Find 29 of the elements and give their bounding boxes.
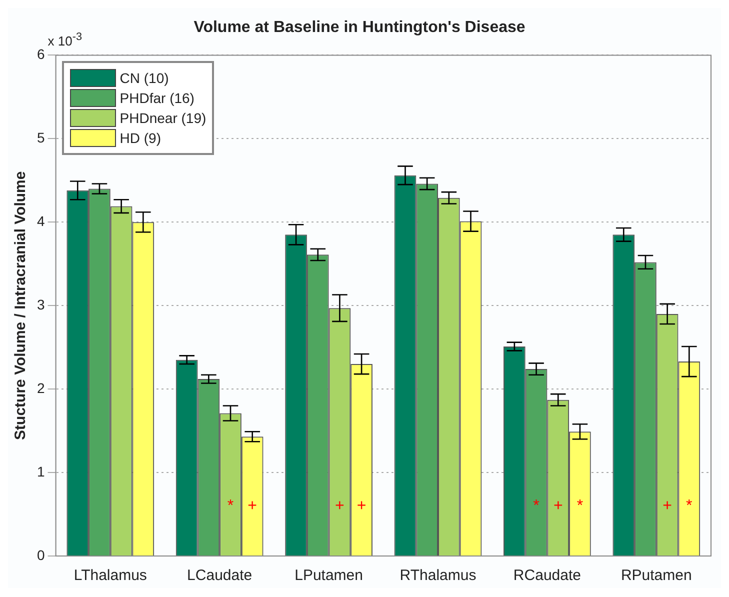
y-axis-title: Stucture Volume / Intracranial Volume (12, 171, 30, 440)
x-tick-label: RCaudate (513, 567, 581, 584)
text: x 10$^{-3}$ (48, 31, 82, 49)
x-tick-label: LThalamus (74, 567, 147, 584)
legend-label: PHDnear (19) (120, 110, 206, 126)
x-tick-label: LPutamen (294, 567, 363, 584)
annotation: + (553, 497, 563, 514)
x-tick-label: RThalamus (400, 567, 476, 584)
annotation: * (686, 497, 692, 514)
annotation: * (533, 497, 540, 514)
annotation: * (227, 497, 234, 514)
annotation: * (576, 497, 584, 514)
y-tick-label: 6 (36, 46, 45, 62)
y-tick-label: 0 (36, 546, 45, 563)
legend-label: HD (9) (120, 130, 162, 146)
legend-label: CN (10) (120, 70, 169, 86)
y-tick-label: 2 (36, 380, 45, 396)
x-tick-label: LCaudate (187, 567, 252, 584)
annotation: + (356, 497, 366, 514)
y-tick-label: 5 (36, 130, 45, 146)
x-tick-label: RPutamen (620, 567, 692, 584)
y-tick-label: 1 (36, 463, 45, 480)
legend-label: PHDfar (16) (120, 90, 194, 106)
annotation: + (662, 497, 672, 514)
y-tick-label: 3 (36, 296, 45, 312)
annotation: + (248, 497, 258, 514)
annotation: + (335, 497, 344, 514)
y-tick-label: 4 (36, 212, 45, 229)
chart-title: Volume at Baseline in Huntington's Disease (194, 19, 526, 36)
